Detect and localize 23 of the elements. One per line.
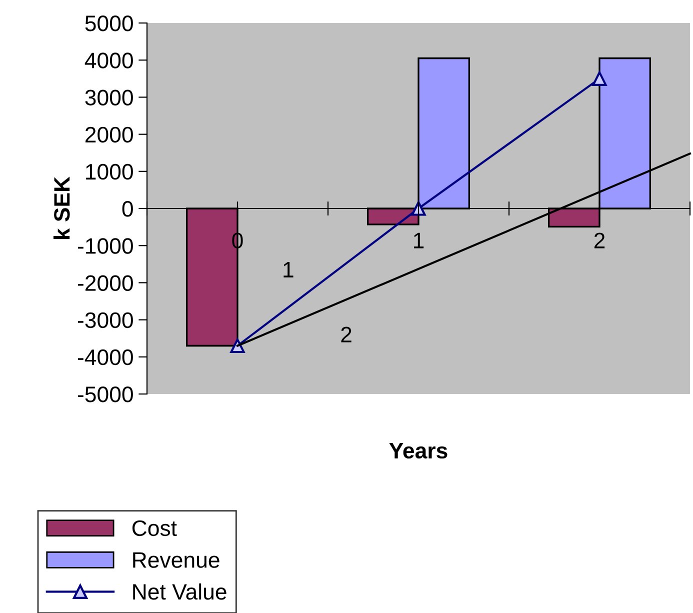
y-tick-label: -5000 xyxy=(78,386,133,402)
y-tick-label: 2000 xyxy=(85,126,133,143)
x-tick-label: 1 xyxy=(414,232,424,248)
y-tick-label: 1000 xyxy=(86,164,133,180)
legend-label: Revenue xyxy=(133,552,220,568)
x-tick-label: 0 xyxy=(232,232,243,248)
y-tick-label: 3000 xyxy=(85,90,133,106)
y-tick-label: 5000 xyxy=(85,16,133,32)
annotation: 2 xyxy=(341,326,352,342)
y-tick-label: -3000 xyxy=(78,312,133,328)
y-tick-label: 0 xyxy=(122,201,133,217)
y-tick-label: -4000 xyxy=(78,349,133,366)
legend-label: Cost xyxy=(132,520,177,536)
point xyxy=(411,201,426,216)
x-tick-label: 2 xyxy=(594,232,605,248)
x-axis-title: Years xyxy=(389,443,448,459)
annotation: 1 xyxy=(284,262,294,278)
legend-label: Net Value xyxy=(133,583,226,600)
y-tick-label: 4000 xyxy=(84,52,133,68)
point xyxy=(592,71,607,86)
y-axis-title: k SEK xyxy=(53,176,70,240)
y-tick-label: -2000 xyxy=(78,275,133,291)
y-tick-label: -1000 xyxy=(78,238,133,254)
